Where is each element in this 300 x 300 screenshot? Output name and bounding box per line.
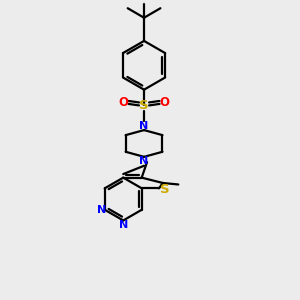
Text: N: N	[118, 220, 128, 230]
Text: N: N	[140, 156, 149, 166]
Text: S: S	[139, 99, 149, 112]
Text: O: O	[118, 96, 128, 109]
Text: N: N	[140, 121, 149, 130]
Text: O: O	[160, 96, 170, 109]
Text: S: S	[160, 183, 170, 196]
Text: N: N	[97, 205, 106, 215]
